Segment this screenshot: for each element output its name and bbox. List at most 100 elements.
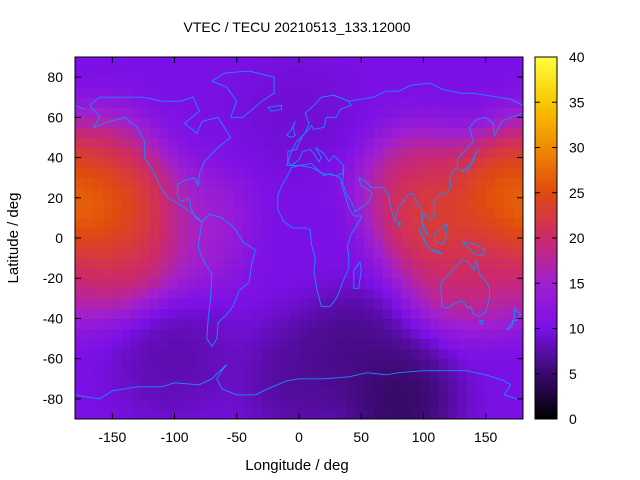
heatmap-cell xyxy=(401,298,412,309)
heatmap-cell xyxy=(289,358,300,370)
heatmap-cell xyxy=(243,238,253,249)
heatmap-cell xyxy=(103,147,113,159)
heatmap-cell xyxy=(233,338,244,350)
heatmap-cell xyxy=(84,157,95,169)
heatmap-cell xyxy=(495,187,505,199)
heatmap-cell xyxy=(271,187,281,199)
heatmap-cell xyxy=(112,207,123,219)
heatmap-cell xyxy=(93,177,104,189)
heatmap-cell xyxy=(149,57,160,68)
y-tick-label: 60 xyxy=(47,109,63,125)
heatmap-cell xyxy=(224,268,235,279)
heatmap-cell xyxy=(84,117,95,128)
heatmap-cell xyxy=(308,258,319,269)
heatmap-cell xyxy=(289,278,300,289)
heatmap-cell xyxy=(364,408,375,419)
heatmap-cell xyxy=(149,288,160,299)
heatmap-cell xyxy=(299,147,309,159)
heatmap-cell xyxy=(485,67,496,78)
heatmap-cell xyxy=(336,268,347,279)
heatmap-cell xyxy=(215,388,225,400)
heatmap-cell xyxy=(373,298,384,309)
heatmap-cell xyxy=(140,378,151,390)
heatmap-cell xyxy=(383,248,393,259)
heatmap-cell xyxy=(504,248,515,259)
heatmap-cell xyxy=(215,268,225,279)
heatmap-cell xyxy=(420,308,431,320)
heatmap-cell xyxy=(187,398,197,410)
heatmap-cell xyxy=(252,238,263,249)
heatmap-cell xyxy=(299,57,309,68)
heatmap-cell xyxy=(224,177,235,189)
heatmap-cell xyxy=(93,308,104,320)
heatmap-cell xyxy=(327,248,337,259)
heatmap-cell xyxy=(299,278,309,289)
heatmap-cell xyxy=(75,318,85,330)
heatmap-cell xyxy=(457,278,468,289)
heatmap-cell xyxy=(420,278,431,289)
heatmap-cell xyxy=(112,107,123,118)
heatmap-cell xyxy=(495,147,505,159)
heatmap-cell xyxy=(159,378,169,390)
heatmap-cell xyxy=(121,157,132,169)
heatmap-cell xyxy=(289,318,300,330)
heatmap-cell xyxy=(495,57,505,68)
heatmap-cell xyxy=(84,408,95,419)
heatmap-cell xyxy=(495,338,505,350)
heatmap-cell xyxy=(401,258,412,269)
heatmap-cell xyxy=(103,157,113,169)
heatmap-cell xyxy=(420,67,431,78)
heatmap-cell xyxy=(401,87,412,98)
heatmap-cell xyxy=(345,368,356,380)
heatmap-cell xyxy=(93,107,104,118)
heatmap-cell xyxy=(420,328,431,340)
heatmap-cell xyxy=(149,278,160,289)
heatmap-cell xyxy=(476,408,487,419)
heatmap-cell xyxy=(308,358,319,370)
heatmap-cell xyxy=(93,398,104,410)
heatmap-cell xyxy=(159,177,169,189)
x-tick-label: -150 xyxy=(98,429,126,445)
heatmap-cell xyxy=(280,298,291,309)
heatmap-cell xyxy=(243,147,253,159)
heatmap-cell xyxy=(420,197,431,209)
heatmap-cell xyxy=(476,358,487,370)
heatmap-cell xyxy=(327,378,337,390)
heatmap-cell xyxy=(401,117,412,128)
heatmap-cell xyxy=(215,127,225,139)
heatmap-cell xyxy=(373,348,384,360)
heatmap-cell xyxy=(355,147,365,159)
heatmap-cell xyxy=(420,127,431,139)
heatmap-cell xyxy=(261,127,272,139)
heatmap-cell xyxy=(103,107,113,118)
heatmap-cell xyxy=(149,117,160,128)
heatmap-cell xyxy=(457,177,468,189)
heatmap-cell xyxy=(327,408,337,419)
heatmap-cell xyxy=(457,197,468,209)
heatmap-cell xyxy=(168,137,179,149)
heatmap-cell xyxy=(187,77,197,88)
heatmap-cell xyxy=(112,328,123,340)
heatmap-cell xyxy=(411,318,421,330)
heatmap-cell xyxy=(177,227,188,239)
heatmap-cell xyxy=(261,97,272,108)
heatmap-cell xyxy=(513,77,523,88)
heatmap-cell xyxy=(131,308,141,320)
heatmap-cell xyxy=(476,378,487,390)
heatmap-cell xyxy=(75,57,85,68)
heatmap-cell xyxy=(131,268,141,279)
heatmap-cell xyxy=(429,177,440,189)
heatmap-cell xyxy=(224,388,235,400)
heatmap-cell xyxy=(420,137,431,149)
heatmap-cell xyxy=(233,77,244,88)
heatmap-cell xyxy=(159,107,169,118)
heatmap-cell xyxy=(215,348,225,360)
heatmap-cell xyxy=(187,238,197,249)
heatmap-cell xyxy=(504,288,515,299)
heatmap-cell xyxy=(327,227,337,239)
heatmap-cell xyxy=(513,57,523,68)
heatmap-cell xyxy=(289,57,300,68)
heatmap-cell xyxy=(429,348,440,360)
heatmap-cell xyxy=(401,318,412,330)
